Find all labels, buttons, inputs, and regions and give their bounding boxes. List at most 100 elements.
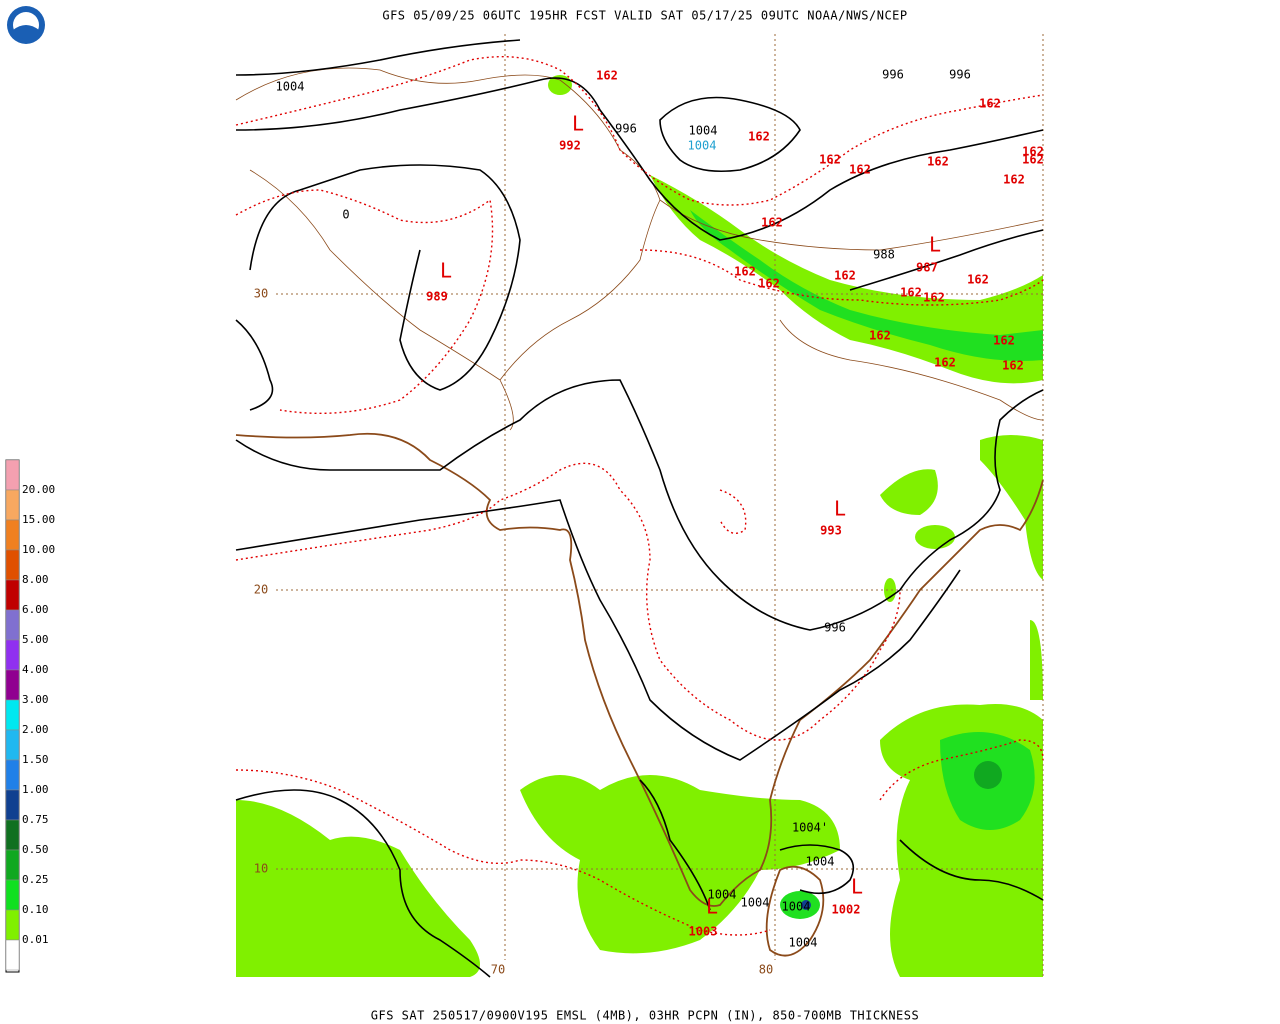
thickness-label: 162	[1022, 145, 1044, 159]
legend-label: 1.00	[22, 783, 49, 796]
isobar	[235, 39, 521, 76]
thickness-label: 162	[761, 216, 783, 230]
legend-label: 0.75	[22, 813, 49, 826]
coastline	[235, 432, 1044, 907]
thickness-label: 162	[979, 97, 1001, 111]
low-pressure: 989	[426, 290, 448, 304]
border	[249, 169, 514, 431]
isobar-label: 1004	[741, 896, 770, 910]
thickness-contour	[235, 462, 901, 741]
isobar-label: 1004	[688, 139, 717, 153]
latitude-label: 30	[254, 287, 268, 301]
isobar-label: 1004	[708, 888, 737, 902]
legend-label: 1.50	[22, 753, 49, 766]
legend-swatch	[5, 909, 20, 941]
isobar	[235, 789, 491, 978]
precip-area	[236, 800, 480, 977]
thickness-label: 162	[758, 277, 780, 291]
latitude-label: 10	[254, 862, 268, 876]
isobar	[235, 499, 961, 761]
legend-label: 6.00	[22, 603, 49, 616]
longitude-label: 80	[759, 963, 773, 977]
thickness-label: 162	[1022, 153, 1044, 167]
low-symbol: L	[440, 259, 452, 283]
legend-label: 2.00	[22, 723, 49, 736]
precip-area	[974, 761, 1002, 789]
thickness-contour	[235, 769, 771, 936]
legend-swatch	[5, 729, 20, 761]
isobar-label: 996	[615, 122, 637, 136]
low-symbol: L	[706, 895, 718, 919]
legend-label: 0.10	[22, 903, 49, 916]
thickness-label: 162	[934, 356, 956, 370]
footer-caption: GFS SAT 250517/0900V195 EMSL (4MB), 03HR…	[371, 1009, 919, 1023]
precip-area	[690, 210, 1043, 361]
thickness-label: 162	[849, 163, 871, 177]
isobar	[659, 96, 801, 173]
low-symbol: L	[851, 875, 863, 899]
legend-swatch	[5, 549, 20, 581]
legend-swatch	[5, 669, 20, 701]
legend: 20.00 15.00 10.00 8.00 6.00 5.00 4.00 3.00 2.00 1…	[5, 459, 55, 973]
legend-swatch	[5, 459, 20, 491]
thickness-label: 162	[923, 291, 945, 305]
isobar-label: 1004	[689, 124, 718, 138]
legend-swatch	[5, 879, 20, 911]
low-symbol: L	[834, 497, 846, 521]
border	[499, 199, 661, 381]
legend-swatch	[5, 759, 20, 791]
logo-wave	[13, 25, 39, 39]
legend-label: 0.01	[22, 933, 49, 946]
legend-label: 20.00	[22, 483, 55, 496]
map-panel	[235, 34, 1044, 978]
legend-label: 8.00	[22, 573, 49, 586]
legend-swatch	[5, 699, 20, 731]
thickness-contour	[235, 56, 1044, 206]
isobar	[899, 839, 1044, 901]
isobar	[849, 229, 1044, 291]
header-title: GFS 05/09/25 06UTC 195HR FCST VALID SAT …	[382, 9, 907, 23]
isobars	[235, 39, 1044, 978]
legend-swatch	[5, 639, 20, 671]
precip-area	[880, 469, 938, 515]
legend-swatch	[5, 519, 20, 551]
thickness-label: 162	[993, 334, 1015, 348]
legend-swatch	[5, 849, 20, 881]
thickness-label: 162	[834, 269, 856, 283]
legend-label: 4.00	[22, 663, 49, 676]
legend-label: 3.00	[22, 693, 49, 706]
isobar-label: 996	[824, 621, 846, 635]
low-pressure: 987	[916, 261, 938, 275]
thickness-contour	[719, 489, 747, 534]
legend-swatch	[5, 819, 20, 851]
thickness-contour	[879, 739, 1044, 801]
legend-swatch	[5, 579, 20, 611]
isobar-label: 996	[882, 68, 904, 82]
precip-area	[1030, 620, 1043, 700]
graticule	[276, 34, 1044, 977]
noaa-logo	[7, 6, 45, 44]
thickness-label: 162	[596, 69, 618, 83]
thickness-label: 162	[1003, 173, 1025, 187]
longitude-label: 70	[491, 963, 505, 977]
thickness-label: 162	[869, 329, 891, 343]
legend-swatch	[5, 789, 20, 821]
thickness-label: 162	[819, 153, 841, 167]
legend-swatch	[5, 939, 20, 971]
thickness-contour	[235, 189, 494, 415]
low-symbol: L	[572, 112, 584, 136]
isobar-label: 1004	[276, 80, 305, 94]
isobar-label: 988	[873, 248, 895, 262]
thickness-label: 162	[900, 286, 922, 300]
isobar-label: 1004	[806, 855, 835, 869]
legend-label: 5.00	[22, 633, 49, 646]
legend-label: 10.00	[22, 543, 55, 556]
latitude-label: 20	[254, 583, 268, 597]
thickness-label: 162	[748, 130, 770, 144]
isobar	[249, 164, 521, 391]
precip-area	[801, 900, 811, 910]
isobar	[235, 319, 274, 411]
